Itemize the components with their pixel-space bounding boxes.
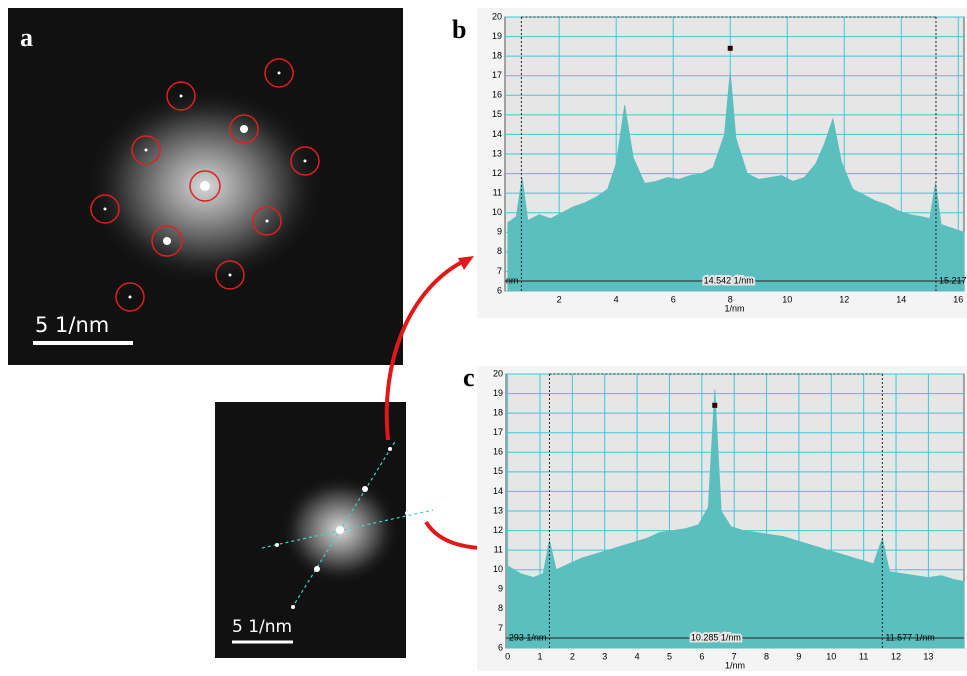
peak-marker [712,403,717,408]
x-axis-label: 1/nm [724,303,744,313]
x-tick-label: 2 [557,294,562,304]
measure-label: nm [506,275,519,285]
y-tick-label: 8 [498,603,503,613]
x-tick-label: 1 [537,651,542,661]
measure-label: 14.542 1/nm [704,275,754,285]
scale-bar-label: 5 1/nm [35,313,109,337]
y-tick-label: 15 [493,466,503,476]
x-tick-label: 4 [635,651,640,661]
y-tick-label: 20 [493,368,503,378]
y-tick-label: 19 [492,31,502,41]
peak-marker [728,46,733,51]
x-tick-label: 4 [614,294,619,304]
y-tick-label: 7 [498,623,503,633]
measure-label: 11.577 1/nm [885,632,934,642]
x-tick-label: 16 [953,294,963,304]
x-tick-label: 10 [826,651,836,661]
y-tick-label: 6 [497,285,502,295]
y-tick-label: 10 [492,207,502,217]
x-tick-label: 5 [667,651,672,661]
y-tick-label: 9 [497,227,502,237]
figure: 5 1/nm 5 1/nm 67891011121314151617181920… [0,0,967,671]
y-tick-label: 6 [498,642,503,652]
y-tick-label: 11 [494,545,503,555]
x-tick-label: 8 [764,651,769,661]
x-tick-label: 12 [839,294,849,304]
y-tick-label: 16 [493,447,503,457]
measure-label: 10.285 1/nm [691,632,741,642]
x-tick-label: 14 [896,294,906,304]
panel-label: b [452,15,466,44]
x-tick-label: 6 [699,651,704,661]
panel-label: c [463,363,475,392]
x-tick-label: 13 [923,651,933,661]
y-tick-label: 19 [493,388,503,398]
y-tick-label: 13 [492,148,502,158]
y-tick-label: 17 [492,70,502,80]
y-tick-label: 10 [493,564,503,574]
x-tick-label: 9 [796,651,801,661]
y-tick-label: 11 [493,188,502,198]
x-tick-label: 12 [891,651,901,661]
measure-label: 293 1/nm [509,632,547,642]
y-tick-label: 14 [493,486,503,496]
y-tick-label: 20 [492,11,502,21]
y-tick-label: 13 [493,505,503,515]
y-tick-label: 16 [492,90,502,100]
x-tick-label: 11 [859,651,868,661]
y-tick-label: 7 [497,266,502,276]
y-tick-label: 18 [493,408,503,418]
scale-bar-label: 5 1/nm [232,617,292,637]
y-tick-label: 9 [498,584,503,594]
y-tick-label: 14 [492,129,502,139]
y-tick-label: 12 [493,525,503,535]
panel-label: a [20,23,33,52]
x-tick-label: 2 [570,651,575,661]
y-tick-label: 12 [492,168,502,178]
y-tick-label: 15 [492,109,502,119]
x-tick-label: 0 [505,651,510,661]
y-tick-label: 18 [492,51,502,61]
y-tick-label: 8 [497,246,502,256]
measure-label: 15.217 [939,275,967,285]
x-axis-label: 1/nm [725,660,745,670]
x-tick-label: 3 [602,651,607,661]
x-tick-label: 10 [782,294,792,304]
y-tick-label: 17 [493,427,503,437]
x-tick-label: 6 [671,294,676,304]
